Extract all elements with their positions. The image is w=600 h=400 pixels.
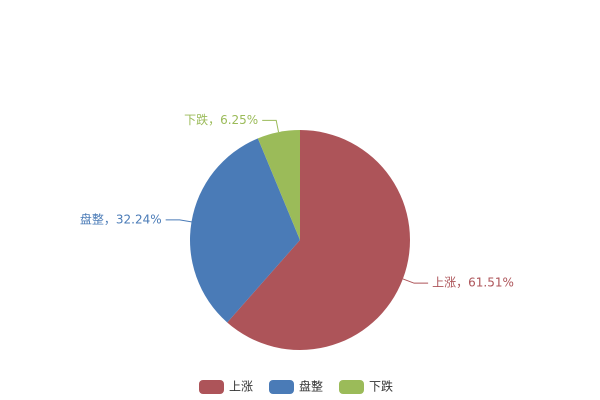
legend-swatch[interactable] [339, 380, 364, 394]
data-label: 上涨，61.51% [432, 275, 514, 290]
data-label: 盘整，32.24% [80, 211, 162, 226]
pie-slice [189, 138, 300, 323]
legend-swatch[interactable] [199, 380, 224, 394]
data-label: 下跌，6.25% [184, 112, 258, 127]
legend-label[interactable]: 下跌 [369, 379, 393, 394]
legend-label[interactable]: 上涨 [229, 379, 253, 394]
legend-swatch[interactable] [269, 380, 294, 394]
label-line [402, 278, 429, 284]
pie-slice [227, 130, 410, 351]
label-line [262, 119, 280, 133]
label-line [165, 219, 192, 223]
legend-label[interactable]: 盘整 [299, 379, 323, 394]
pie-slice [257, 130, 300, 240]
